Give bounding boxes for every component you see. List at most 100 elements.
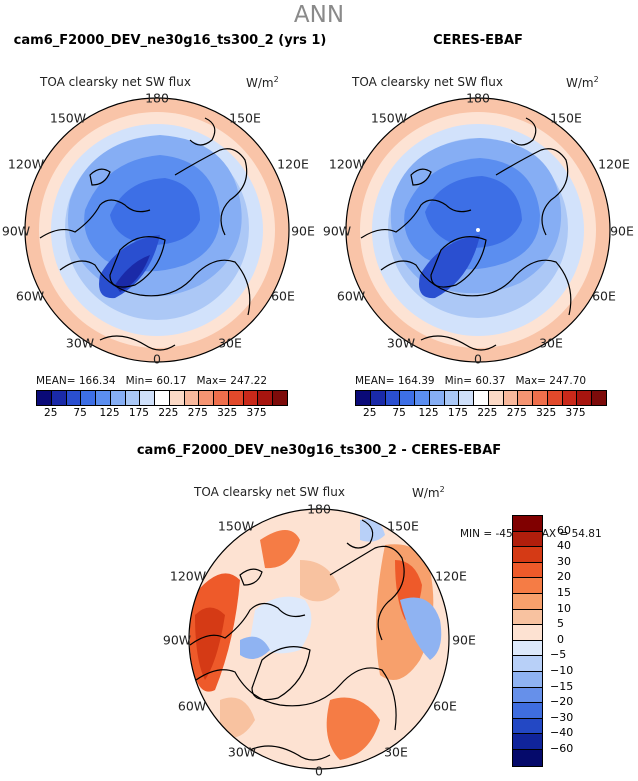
panel1-lon-90w: 90W xyxy=(1,223,31,239)
panel1-lon-90e: 90E xyxy=(291,223,315,239)
diff-lon-180: 180 xyxy=(307,501,331,517)
colorbar-tick-label: 75 xyxy=(73,407,87,419)
colorbar-swatch xyxy=(184,391,200,405)
diff-colorbar-swatch xyxy=(513,671,542,688)
diff-variable-label: TOA clearsky net SW flux xyxy=(194,485,345,499)
diff-colorbar-swatch xyxy=(513,640,542,657)
diff-colorbar xyxy=(512,515,543,767)
diff-colorbar-tick-label: 0 xyxy=(557,632,564,646)
panel2-variable-label: TOA clearsky net SW flux xyxy=(352,75,503,89)
diff-lon-150w: 150W xyxy=(217,518,255,534)
colorbar-swatch xyxy=(370,391,386,405)
panel2-colorbar xyxy=(355,390,607,406)
colorbar-tick-label: 25 xyxy=(363,407,377,419)
colorbar-swatch xyxy=(37,391,52,405)
diff-colorbar-swatch xyxy=(513,734,542,750)
colorbar-tick-label: 225 xyxy=(477,407,498,419)
colorbar-swatch xyxy=(110,391,126,405)
colorbar-swatch xyxy=(66,391,82,405)
colorbar-swatch xyxy=(51,391,67,405)
colorbar-swatch xyxy=(503,391,519,405)
diff-colorbar-tick-label: −40 xyxy=(550,726,574,740)
colorbar-swatch xyxy=(518,391,534,405)
diff-colorbar-swatch xyxy=(513,578,542,594)
colorbar-swatch xyxy=(258,391,274,405)
colorbar-swatch xyxy=(385,391,401,405)
colorbar-swatch xyxy=(140,391,156,405)
panel1-lon-0: 0 xyxy=(153,351,161,367)
panel2-lon-0: 0 xyxy=(474,351,482,367)
panel2-lon-30w: 30W xyxy=(386,335,416,351)
diff-coastlines xyxy=(189,519,405,761)
diff-lon-60e: 60E xyxy=(433,698,457,714)
panel1-lon-60e: 60E xyxy=(271,288,295,304)
colorbar-swatch xyxy=(429,391,445,405)
panel1-title: cam6_F2000_DEV_ne30g16_ts300_2 (yrs 1) xyxy=(13,33,327,48)
colorbar-tick-label: 375 xyxy=(565,407,586,419)
diff-colorbar-swatch xyxy=(513,625,542,641)
panel2-coastlines xyxy=(360,117,572,351)
panel1-lon-120w: 120W xyxy=(7,156,45,172)
diff-colorbar-swatch xyxy=(513,609,542,626)
colorbar-tick-label: 75 xyxy=(392,407,406,419)
diff-lon-120e: 120E xyxy=(435,568,467,584)
colorbar-swatch xyxy=(533,391,548,405)
diff-colorbar-tick-label: −15 xyxy=(550,679,574,693)
colorbar-tick-label: 325 xyxy=(217,407,238,419)
panel1-variable-label: TOA clearsky net SW flux xyxy=(40,75,191,89)
diff-lon-0: 0 xyxy=(315,763,323,779)
colorbar-swatch xyxy=(577,391,593,405)
diff-colorbar-swatch xyxy=(513,687,542,704)
panel2-map xyxy=(346,98,610,362)
diff-colorbar-tick-label: −30 xyxy=(550,710,574,724)
colorbar-tick-label: 325 xyxy=(536,407,557,419)
panel1-lon-180: 180 xyxy=(145,90,169,106)
diff-lon-30w: 30W xyxy=(227,744,257,760)
colorbar-tick-label: 275 xyxy=(187,407,208,419)
colorbar-swatch xyxy=(592,391,607,405)
page-title: ANN xyxy=(293,2,345,28)
colorbar-tick-label: 175 xyxy=(447,407,468,419)
panel2-lon-60e: 60E xyxy=(592,288,616,304)
colorbar-swatch xyxy=(228,391,244,405)
diff-colorbar-tick-label: 40 xyxy=(557,539,571,553)
diff-colorbar-tick-label: −20 xyxy=(550,695,574,709)
diff-lon-30e: 30E xyxy=(384,744,408,760)
colorbar-swatch xyxy=(81,391,97,405)
colorbar-swatch xyxy=(96,391,111,405)
diff-colorbar-swatch xyxy=(513,718,542,735)
panel1-lon-30e: 30E xyxy=(218,335,242,351)
diff-colorbar-swatch xyxy=(513,749,542,766)
panel2-units: W/m2 xyxy=(566,75,599,90)
panel1-lon-150w: 150W xyxy=(49,110,87,126)
colorbar-swatch xyxy=(169,391,185,405)
diff-lon-60w: 60W xyxy=(177,698,207,714)
diff-colorbar-swatch xyxy=(513,703,542,719)
colorbar-swatch xyxy=(488,391,504,405)
panel1-colorbar xyxy=(36,390,288,406)
panel2-lon-30e: 30E xyxy=(539,335,563,351)
diff-lon-150e: 150E xyxy=(387,518,419,534)
diff-colorbar-swatch xyxy=(513,656,542,672)
colorbar-tick-label: 125 xyxy=(99,407,120,419)
panel1-units: W/m2 xyxy=(246,75,279,90)
diff-colorbar-swatch xyxy=(513,531,542,548)
colorbar-swatch xyxy=(214,391,229,405)
colorbar-swatch xyxy=(415,391,430,405)
diff-colorbar-tick-label: 60 xyxy=(557,523,571,537)
diff-colorbar-tick-label: 10 xyxy=(557,601,571,615)
diff-colorbar-tick-label: −60 xyxy=(550,742,574,755)
colorbar-swatch xyxy=(474,391,489,405)
colorbar-swatch xyxy=(459,391,475,405)
colorbar-swatch xyxy=(400,391,416,405)
panel2-lon-90e: 90E xyxy=(610,223,634,239)
diff-lon-120w: 120W xyxy=(169,568,207,584)
panel1-lon-30w: 30W xyxy=(65,335,95,351)
diff-lon-90e: 90E xyxy=(452,632,476,648)
colorbar-swatch xyxy=(155,391,170,405)
diff-title: cam6_F2000_DEV_ne30g16_ts300_2 - CERES-E… xyxy=(136,443,502,458)
colorbar-swatch xyxy=(547,391,563,405)
diff-colorbar-tick-label: −10 xyxy=(550,664,574,677)
colorbar-swatch xyxy=(356,391,371,405)
